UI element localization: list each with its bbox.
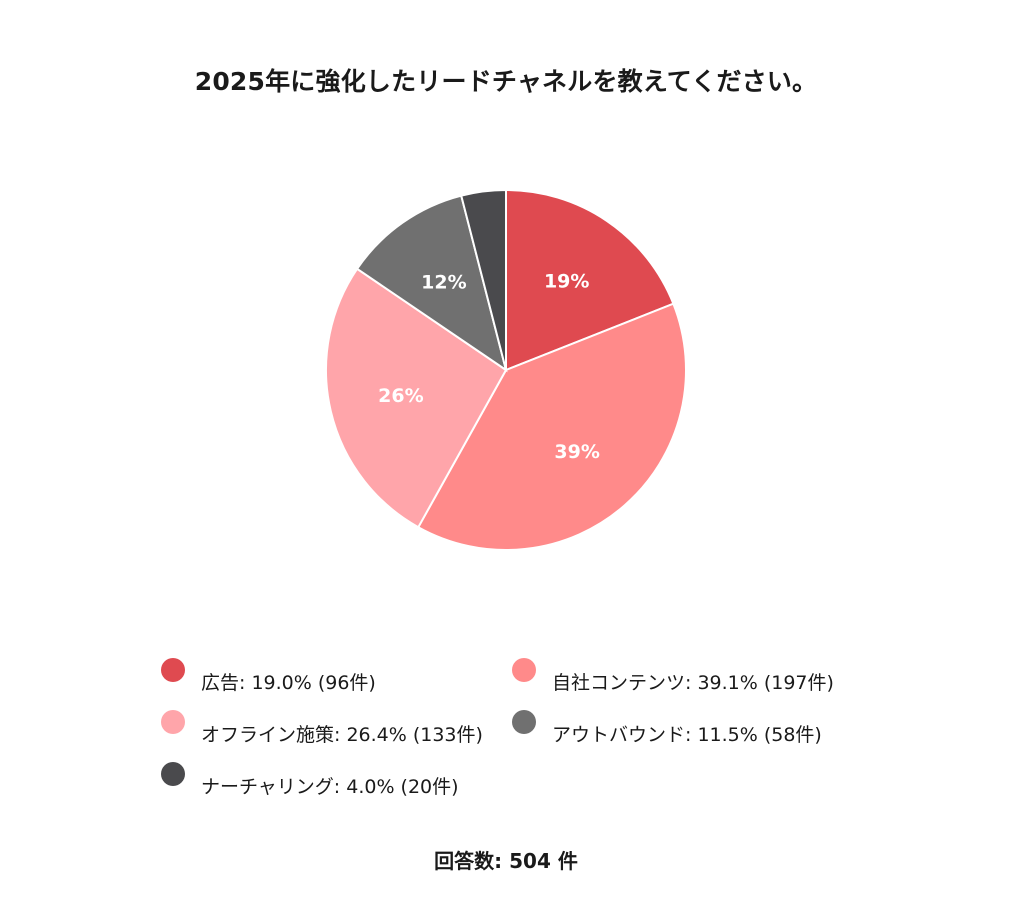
legend-label-ad: 広告: 19.0% (96件) <box>201 672 376 694</box>
legend-swatch-offline <box>161 710 185 734</box>
pie-slice-nurturing[interactable] <box>460 188 507 371</box>
chart-title: 2025年に強化したリードチャネルを教えてください。 <box>194 67 818 96</box>
legend-label-outbound: アウトバウンド: 11.5% (58件) <box>552 724 822 746</box>
legend-swatch-outbound <box>512 710 536 734</box>
legend-label-nurturing: ナーチャリング: 4.0% (20件) <box>201 776 459 798</box>
pie-slice-ad[interactable] <box>505 188 675 372</box>
slice-label-offline: 26% <box>378 385 423 407</box>
pie-slice-outbound[interactable] <box>355 194 508 373</box>
legend-label-owned-content: 自社コンテンツ: 39.1% (197件) <box>552 672 834 694</box>
legend-label-offline: オフライン施策: 26.4% (133件) <box>201 724 483 746</box>
response-count: 回答数: 504 件 <box>434 849 578 873</box>
slice-label-owned-content: 39% <box>554 441 599 463</box>
pie-slice-offline[interactable] <box>325 267 508 529</box>
legend-swatch-owned-content <box>512 658 536 682</box>
slice-label-outbound: 12% <box>421 272 466 294</box>
slice-label-ad: 19% <box>544 271 589 293</box>
pie-chart: 19% 39% 26% 12% <box>325 188 687 551</box>
legend-swatch-ad <box>161 658 185 682</box>
pie-slice-owned-content[interactable] <box>416 302 687 551</box>
legend-swatch-nurturing <box>161 762 185 786</box>
